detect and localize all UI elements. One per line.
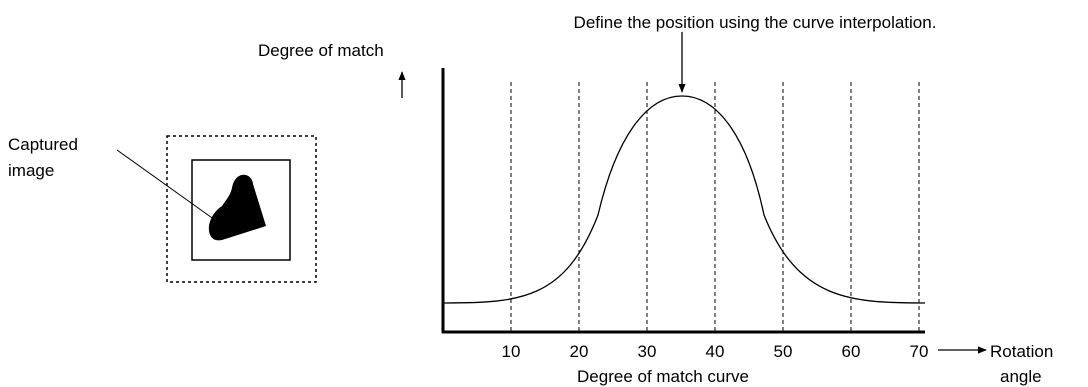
workpiece bbox=[208, 174, 266, 241]
x-tick-label: 60 bbox=[842, 342, 861, 361]
caption: Degree of match curve bbox=[577, 367, 749, 386]
x-tick-label: 50 bbox=[774, 342, 793, 361]
x-tick-label: 70 bbox=[910, 342, 929, 361]
captured-label: image bbox=[8, 161, 54, 180]
graph-title: Define the position using the curve inte… bbox=[574, 13, 937, 32]
x-tick-label: 10 bbox=[502, 342, 521, 361]
x-tick-label: 30 bbox=[638, 342, 657, 361]
leader-line bbox=[116, 149, 216, 221]
x-axis-label: Rotation bbox=[990, 342, 1053, 361]
capture-frame bbox=[191, 159, 291, 261]
x-tick-label: 20 bbox=[570, 342, 589, 361]
captured-label: Captured bbox=[8, 135, 78, 154]
search-area bbox=[166, 135, 317, 283]
y-axis-label: Degree of match bbox=[258, 41, 384, 60]
x-axis-label: angle bbox=[1000, 367, 1042, 386]
match-curve bbox=[442, 95, 926, 304]
x-tick-label: 40 bbox=[706, 342, 725, 361]
